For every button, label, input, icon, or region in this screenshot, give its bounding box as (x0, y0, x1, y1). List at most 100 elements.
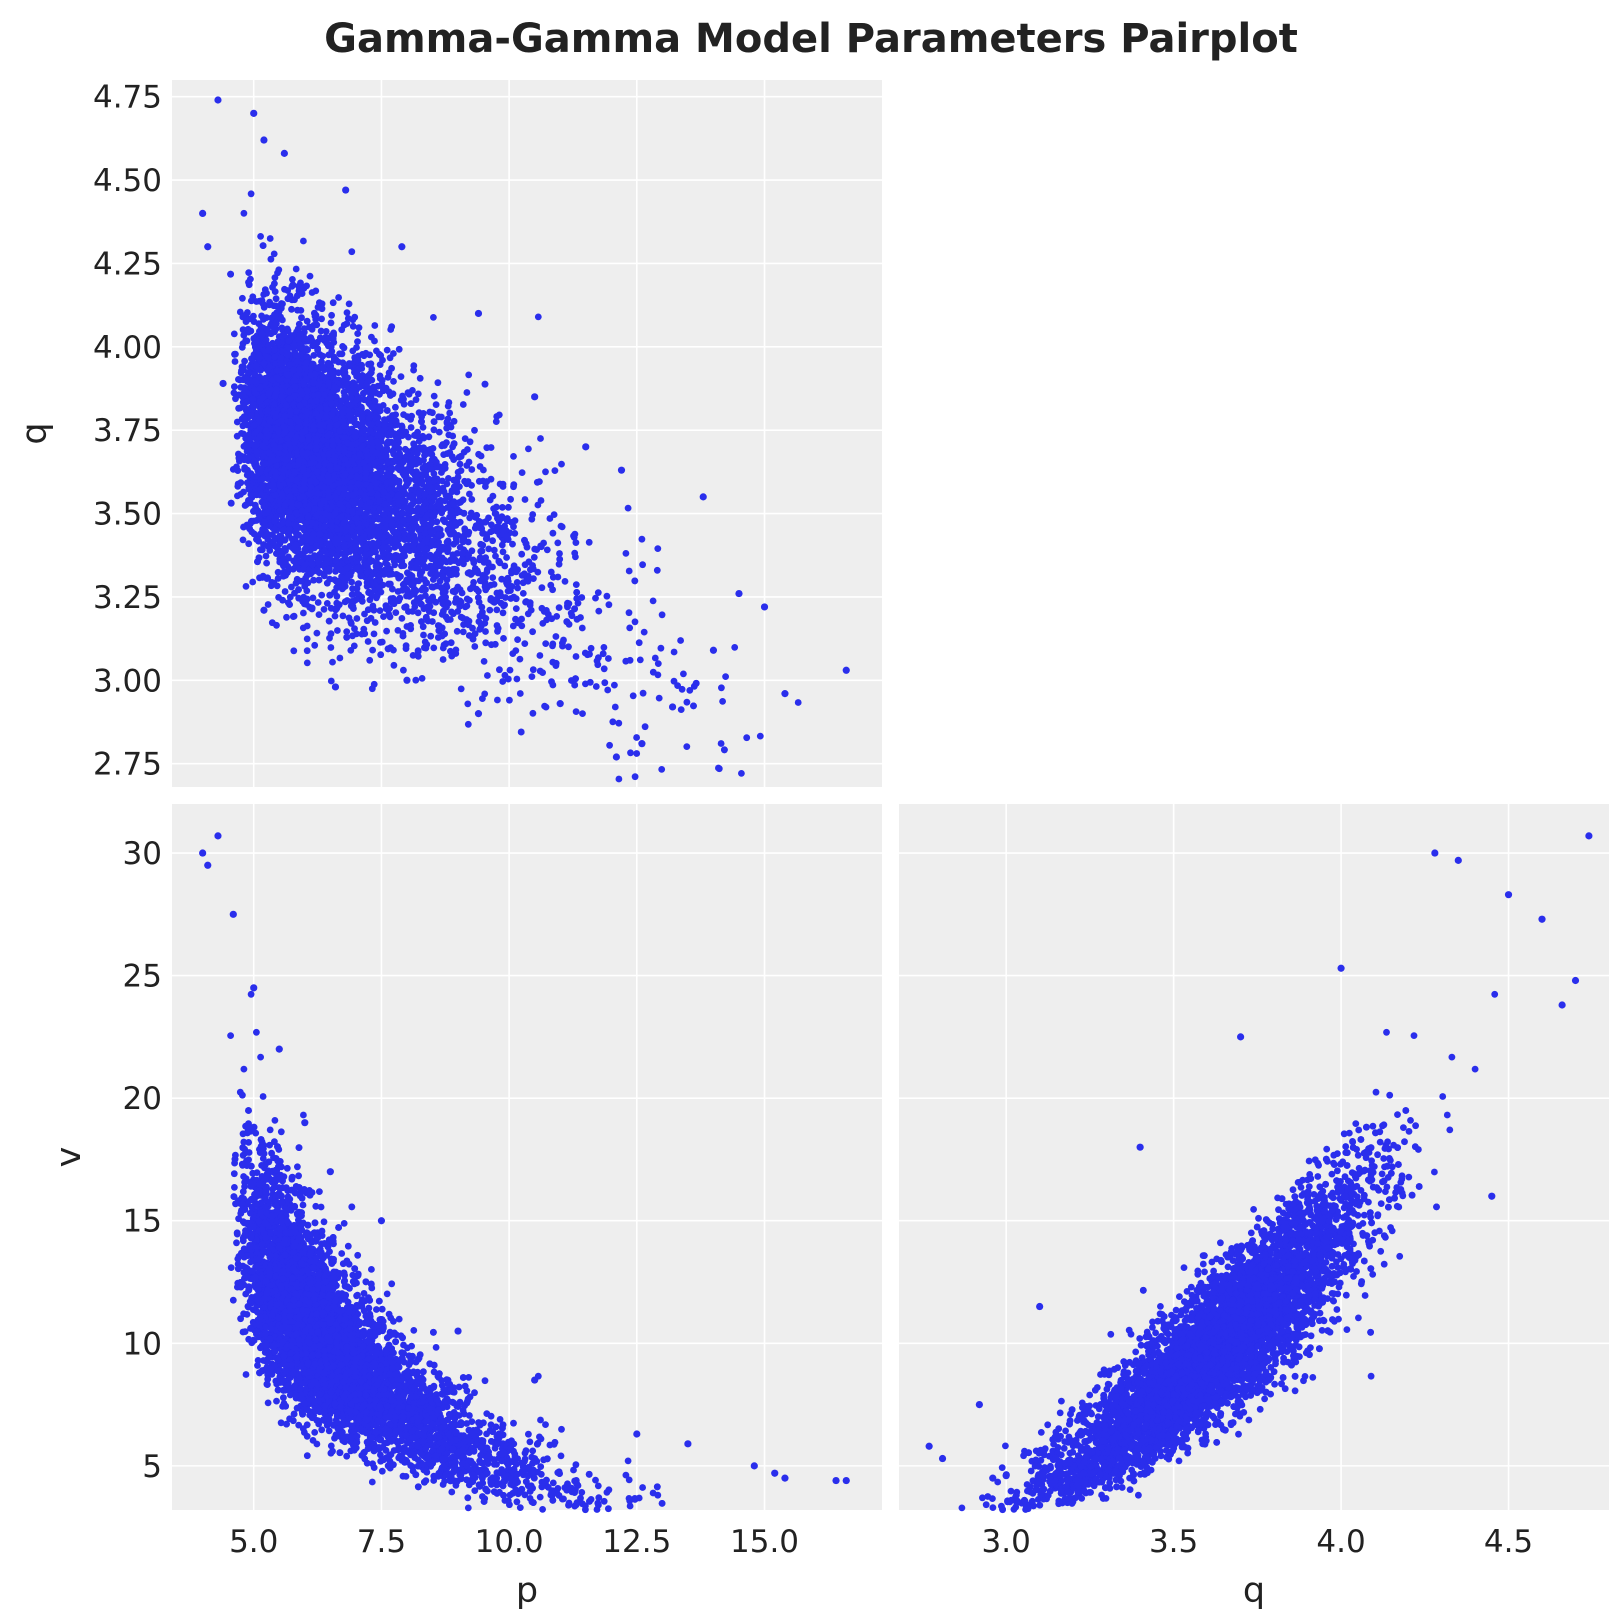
sample-point (430, 392, 438, 400)
sample-point (284, 295, 292, 303)
sample-point (230, 330, 238, 338)
sample-point (677, 706, 685, 713)
sample-point (595, 607, 603, 615)
sample-point (450, 650, 458, 657)
sample-point (592, 594, 599, 602)
sample-point (460, 621, 467, 628)
sample-point (435, 525, 442, 532)
sample-point (459, 401, 467, 408)
sample-point (398, 615, 406, 622)
sample-point (512, 605, 520, 612)
sample-point (516, 655, 524, 663)
sample-point (288, 305, 295, 313)
sample-point (657, 644, 665, 652)
sample-point (347, 555, 355, 563)
sample-point (554, 539, 562, 547)
sample-point (366, 427, 374, 435)
sample-point (286, 593, 294, 601)
sample-point (552, 633, 560, 640)
sample-point (339, 612, 347, 620)
sample-point (444, 402, 452, 410)
sample-point (336, 350, 343, 358)
sample-point (400, 666, 407, 674)
sample-point (585, 538, 593, 546)
sample-point (327, 677, 335, 685)
sample-point (794, 699, 802, 706)
sample-point (500, 635, 507, 642)
sample-point (611, 681, 618, 689)
sample-point (457, 685, 465, 693)
sample-point (459, 628, 467, 636)
sample-point (345, 300, 353, 308)
sample-point (303, 317, 311, 325)
sample-point (249, 578, 257, 586)
sample-point (320, 606, 328, 613)
sample-point (270, 537, 278, 544)
sample-point (413, 432, 421, 440)
sample-point (300, 237, 307, 245)
sample-point (499, 548, 507, 556)
sample-point (556, 550, 563, 557)
sample-point (518, 469, 526, 476)
sample-point (719, 698, 726, 705)
sample-point (390, 378, 397, 385)
sample-point (476, 463, 484, 470)
sample-point (327, 644, 335, 651)
sample-point (743, 734, 751, 742)
sample-point (286, 601, 293, 608)
sample-point (547, 581, 555, 589)
sample-point (529, 511, 537, 518)
sample-point (291, 296, 298, 304)
sample-point (258, 331, 266, 339)
sample-point (633, 750, 641, 757)
sample-point (578, 624, 586, 632)
sample-point (521, 561, 529, 569)
sample-point (349, 322, 357, 330)
sample-point (485, 545, 493, 553)
sample-point (543, 546, 551, 554)
sample-point (376, 607, 384, 614)
sample-point (464, 446, 471, 453)
sample-point (604, 686, 612, 694)
sample-point (327, 630, 335, 638)
sample-point (649, 597, 657, 605)
sample-point (484, 672, 491, 679)
sample-point (611, 703, 619, 711)
sample-point (318, 315, 325, 323)
sample-point (303, 647, 311, 655)
sample-point (561, 578, 569, 585)
sample-point (257, 323, 265, 331)
sample-point (315, 611, 323, 618)
sample-point (450, 417, 458, 425)
sample-point (388, 570, 396, 578)
sample-point (376, 372, 384, 380)
sample-point (439, 656, 447, 663)
sample-point (353, 615, 361, 622)
sample-point (635, 639, 643, 647)
sample-point (278, 324, 286, 332)
sample-point (756, 732, 764, 740)
sample-point (392, 403, 399, 411)
sample-point (499, 609, 507, 617)
sample-point (653, 566, 661, 574)
sample-point (428, 503, 436, 511)
sample-point (378, 381, 386, 388)
sample-point (572, 708, 580, 715)
sample-point (279, 300, 286, 308)
sample-point (629, 692, 637, 700)
sample-point (292, 265, 300, 273)
sample-point (493, 413, 501, 420)
sample-point (403, 623, 411, 630)
sample-point (362, 349, 370, 357)
sample-point (651, 654, 659, 662)
sample-point (258, 546, 266, 554)
sample-point (486, 496, 494, 504)
sample-point (640, 628, 648, 636)
sample-point (441, 497, 449, 505)
sample-point (380, 613, 387, 620)
sample-point (334, 627, 341, 634)
sample-point (655, 694, 663, 702)
sample-point (242, 583, 250, 590)
sample-point (493, 523, 501, 531)
sample-point (323, 579, 331, 587)
